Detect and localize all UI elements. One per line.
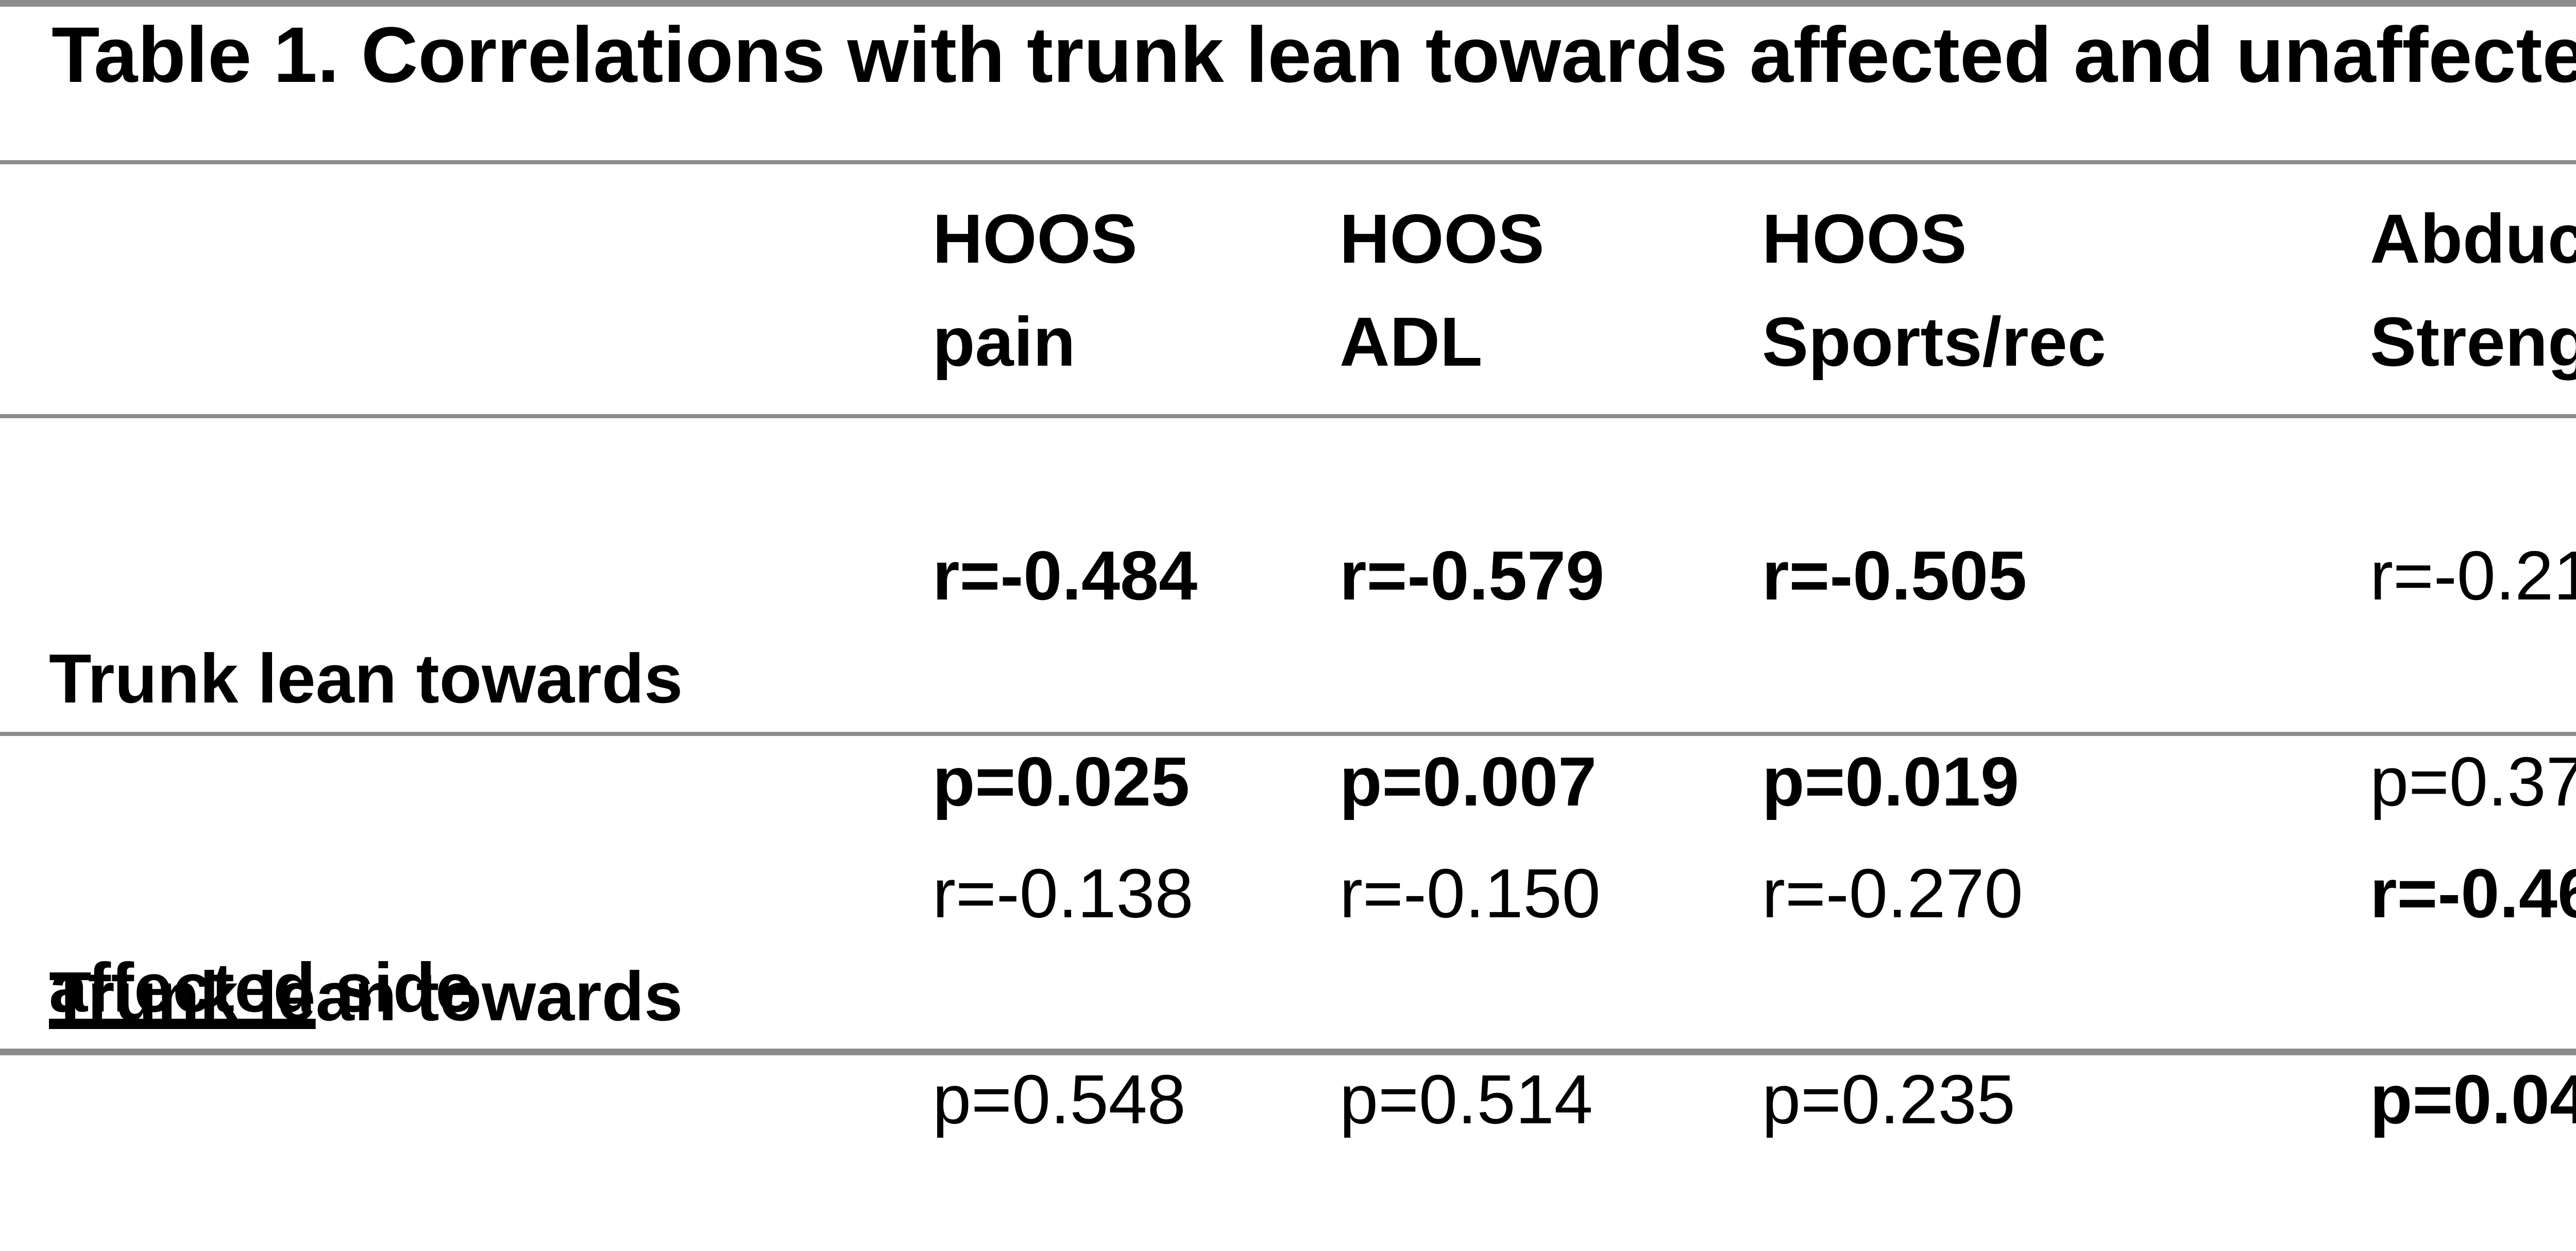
cell-unaffected-hoos-sports-rec: r=-0.270 p=0.235 xyxy=(1762,739,2370,1251)
row-label-line1: Trunk lean towards xyxy=(49,957,683,1035)
cell-affected-hoos-adl: r=-0.579 p=0.007 xyxy=(1340,421,1762,1245)
table-row-unaffected: Trunk lean towards unaffected side r=-0.… xyxy=(0,736,2576,1138)
p-value: p=0.007 xyxy=(1340,743,1597,820)
r-value: r=-0.270 xyxy=(1762,854,2023,932)
r-value: r=-0.464 xyxy=(2370,854,2576,932)
r-value: r=-0.505 xyxy=(1762,537,2027,614)
cell-affected-hoos-pain: r=-0.484 p=0.025 xyxy=(933,421,1340,1245)
cell-unaffected-abductor-strength: r=-0.464 p=0.044 xyxy=(2370,739,2576,1251)
column-header-hoos-sports-rec: HOOS Sports/rec xyxy=(1762,200,2106,381)
r-value: r=-0.150 xyxy=(1340,854,1601,932)
p-value: p=0.514 xyxy=(1340,1060,1593,1138)
table-top-border xyxy=(0,0,2576,7)
column-header-hoos-pain: HOOS pain xyxy=(933,200,1138,381)
p-value: p=0.373 xyxy=(2370,743,2576,820)
p-value: p=0.025 xyxy=(933,743,1190,820)
table-header-row: HOOS pain HOOS ADL HOOS Sports/rec Abduc… xyxy=(0,164,2576,414)
p-value: p=0.235 xyxy=(1762,1060,2015,1138)
cell-affected-hoos-sports-rec: r=-0.505 p=0.019 xyxy=(1762,421,2370,1245)
title-separator-line xyxy=(0,160,2576,164)
table-bottom-border xyxy=(0,1049,2576,1055)
row-label-line2: affected side xyxy=(49,936,933,1039)
cell-unaffected-hoos-pain: r=-0.138 p=0.548 xyxy=(933,739,1340,1251)
row-label-suffix: side xyxy=(315,949,474,1026)
p-value: p=0.548 xyxy=(933,1060,1186,1138)
r-value: r=-0.579 xyxy=(1340,537,1605,614)
r-value: r=-0.138 xyxy=(933,854,1194,932)
row-label-affected: Trunk lean towards affected side xyxy=(49,421,933,1245)
row-separator-line xyxy=(0,732,2576,736)
table-title: Table 1. Correlations with trunk lean to… xyxy=(52,11,2576,99)
row-label-line1: Trunk lean towards xyxy=(49,640,683,717)
r-value: r=-0.484 xyxy=(933,537,1198,614)
underlined-word: affected xyxy=(49,949,316,1026)
table-row-affected: Trunk lean towards affected side r=-0.48… xyxy=(0,418,2576,1026)
corner-cell xyxy=(49,187,933,414)
p-value: p=0.019 xyxy=(1762,743,2020,820)
r-value: r=-0.216 xyxy=(2370,537,2576,614)
cell-unaffected-hoos-adl: r=-0.150 p=0.514 xyxy=(1340,739,1762,1251)
cell-affected-abductor-strength: r=-0.216 p=0.373 xyxy=(2370,421,2576,1245)
row-label-unaffected: Trunk lean towards unaffected side xyxy=(49,739,933,1251)
column-header-hoos-adl: HOOS ADL xyxy=(1340,200,1545,381)
column-header-abductor-strength: Abductor Strength xyxy=(2370,200,2576,381)
table-title-band: Table 1. Correlations with trunk lean to… xyxy=(0,7,2576,160)
p-value: p=0.044 xyxy=(2370,1060,2576,1138)
header-separator-line xyxy=(0,414,2576,418)
